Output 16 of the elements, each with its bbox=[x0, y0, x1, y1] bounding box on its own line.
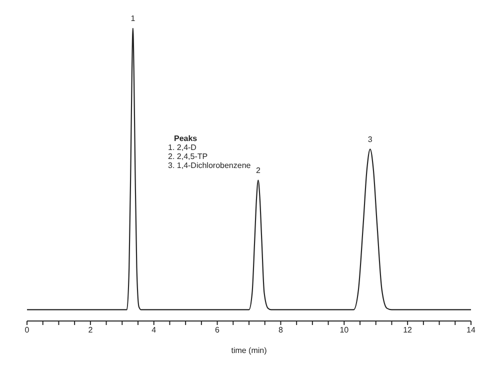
x-tick-label: 14 bbox=[466, 326, 476, 335]
annotation: 1. 2,4-D bbox=[168, 143, 198, 152]
x-tick-label: 0 bbox=[24, 326, 30, 335]
x-axis-title: time (min) bbox=[231, 346, 268, 355]
annotation: 3. 1,4-Dichlorobenzene bbox=[168, 161, 251, 170]
annotation: 2 bbox=[256, 166, 261, 176]
x-tick-label: 6 bbox=[215, 326, 220, 335]
x-tick-label: 4 bbox=[152, 326, 157, 335]
x-tick-label: 2 bbox=[88, 326, 94, 335]
x-tick-label: 12 bbox=[403, 326, 413, 335]
x-tick-label: 8 bbox=[278, 326, 284, 335]
annotation: 2. 2,4,5-TP bbox=[168, 152, 209, 161]
annotation: 1 bbox=[130, 14, 136, 23]
annotation: 3 bbox=[368, 135, 373, 144]
annotation: Peaks bbox=[173, 134, 198, 143]
x-tick-label: 10 bbox=[340, 326, 350, 335]
